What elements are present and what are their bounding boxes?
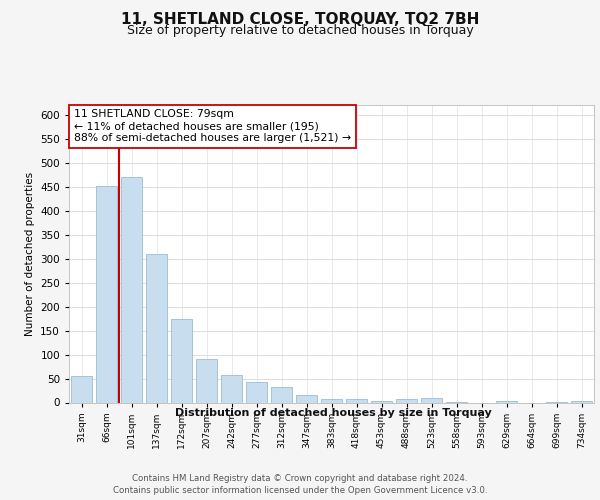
Bar [496, 401, 517, 402]
Text: 11, SHETLAND CLOSE, TORQUAY, TQ2 7BH: 11, SHETLAND CLOSE, TORQUAY, TQ2 7BH [121, 12, 479, 28]
Bar [346, 398, 367, 402]
Bar [371, 401, 392, 402]
Bar [221, 374, 242, 402]
Bar [396, 399, 417, 402]
Y-axis label: Number of detached properties: Number of detached properties [25, 172, 35, 336]
Text: Contains HM Land Registry data © Crown copyright and database right 2024.: Contains HM Land Registry data © Crown c… [132, 474, 468, 483]
Text: Contains public sector information licensed under the Open Government Licence v3: Contains public sector information licen… [113, 486, 487, 495]
Bar [571, 401, 592, 402]
Bar [71, 376, 92, 402]
Bar [321, 399, 342, 402]
Bar [171, 318, 192, 402]
Bar [196, 360, 217, 403]
Bar [246, 382, 267, 402]
Text: 11 SHETLAND CLOSE: 79sqm
← 11% of detached houses are smaller (195)
88% of semi-: 11 SHETLAND CLOSE: 79sqm ← 11% of detach… [74, 110, 352, 142]
Bar [146, 254, 167, 402]
Text: Size of property relative to detached houses in Torquay: Size of property relative to detached ho… [127, 24, 473, 37]
Bar [271, 387, 292, 402]
Bar [121, 177, 142, 402]
Bar [96, 186, 117, 402]
Text: Distribution of detached houses by size in Torquay: Distribution of detached houses by size … [175, 408, 491, 418]
Bar [296, 396, 317, 402]
Bar [421, 398, 442, 402]
